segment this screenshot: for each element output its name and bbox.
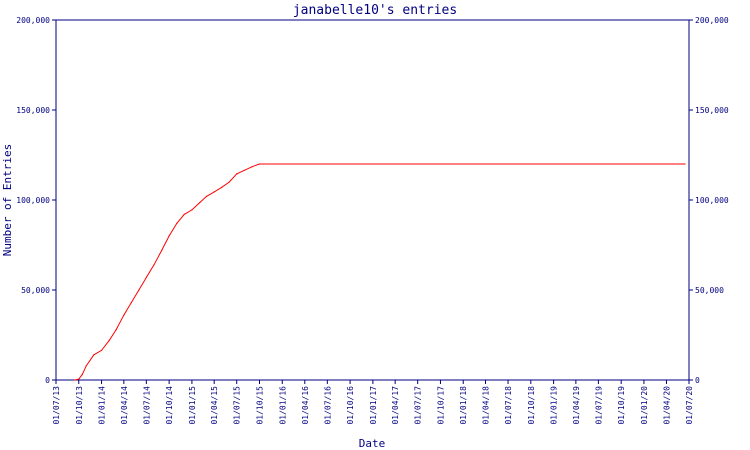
x-tick-label: 01/10/16 — [346, 386, 355, 425]
x-tick-label: 01/07/17 — [414, 386, 423, 425]
y-tick-label-right: 100,000 — [695, 196, 729, 205]
data-point — [74, 379, 76, 381]
plot-area: 0 0 50,000 50,000 100,000 100,000 150,000 150,0… — [16, 16, 729, 425]
y-tick-label-left: 200,000 — [16, 16, 50, 25]
data-point — [221, 186, 223, 188]
x-tick-label: 01/10/15 — [255, 386, 264, 425]
x-tick-label: 01/01/20 — [640, 386, 649, 425]
x-tick-label: 01/01/18 — [459, 386, 468, 425]
data-point — [130, 302, 132, 304]
chart-title: janabelle10's entries — [293, 3, 457, 18]
data-point — [123, 314, 125, 316]
x-tick-label: 01/04/18 — [482, 386, 491, 425]
x-axis-label: Date — [359, 437, 386, 450]
data-point — [176, 222, 178, 224]
x-tick-label: 01/04/19 — [572, 386, 581, 425]
x-tick-label: 01/01/14 — [98, 386, 107, 425]
y-tick-label-right: 0 — [695, 376, 700, 385]
x-tick-label: 01/01/19 — [550, 386, 559, 425]
x-tick-label: 01/07/16 — [323, 386, 332, 425]
x-tick-label: 01/07/13 — [52, 386, 61, 425]
x-tick-label: 01/07/20 — [685, 386, 694, 425]
y-tick-label-left: 0 — [45, 376, 50, 385]
x-tick-label: 01/10/19 — [617, 386, 626, 425]
y-tick-label-left: 100,000 — [16, 196, 50, 205]
y-tick-label-right: 150,000 — [695, 106, 729, 115]
x-tick-label: 01/07/18 — [504, 386, 513, 425]
data-point — [81, 374, 83, 376]
y-tick-label-right: 50,000 — [695, 286, 724, 295]
x-tick-label: 01/04/17 — [391, 386, 400, 425]
data-point — [228, 181, 230, 183]
data-point — [153, 264, 155, 266]
data-point — [213, 191, 215, 193]
x-tick-label: 01/07/15 — [233, 386, 242, 425]
x-tick-label: 01/10/17 — [436, 386, 445, 425]
series-line — [74, 163, 685, 381]
data-point — [78, 378, 80, 380]
x-tick-label: 01/04/16 — [301, 386, 310, 425]
x-tick-label: 01/07/14 — [142, 386, 151, 425]
x-tick-label: 01/10/14 — [165, 386, 174, 425]
data-point — [243, 169, 245, 171]
data-point — [108, 339, 110, 341]
data-point — [205, 195, 208, 197]
data-point — [684, 163, 686, 165]
x-tick-label: 01/10/18 — [527, 386, 536, 425]
data-point — [93, 354, 95, 356]
data-point — [183, 213, 185, 215]
y-tick-label-left: 150,000 — [16, 106, 50, 115]
data-point — [199, 202, 201, 204]
data-point — [161, 249, 163, 251]
x-tick-label: 01/01/15 — [188, 386, 197, 425]
data-point — [251, 166, 253, 168]
x-tick-label: 01/04/20 — [662, 386, 671, 425]
y-tick-label-right: 200,000 — [695, 16, 729, 25]
data-point — [138, 289, 140, 291]
data-point — [168, 235, 170, 237]
data-point — [191, 209, 193, 211]
data-point — [85, 365, 87, 367]
data-point — [145, 276, 147, 278]
data-point — [236, 173, 238, 175]
y-axis-label: Number of Entries — [1, 144, 14, 257]
x-tick-label: 01/07/19 — [594, 386, 603, 425]
data-point — [101, 349, 103, 351]
y-tick-label-left: 50,000 — [21, 286, 50, 295]
data-point — [115, 329, 117, 331]
x-tick-label: 01/04/14 — [120, 386, 129, 425]
data-point — [258, 163, 261, 165]
x-tick-label: 01/10/13 — [75, 386, 84, 425]
x-tick-label: 01/01/16 — [278, 386, 287, 425]
x-tick-label: 01/04/15 — [210, 386, 219, 425]
x-tick-label: 01/01/17 — [369, 386, 378, 425]
